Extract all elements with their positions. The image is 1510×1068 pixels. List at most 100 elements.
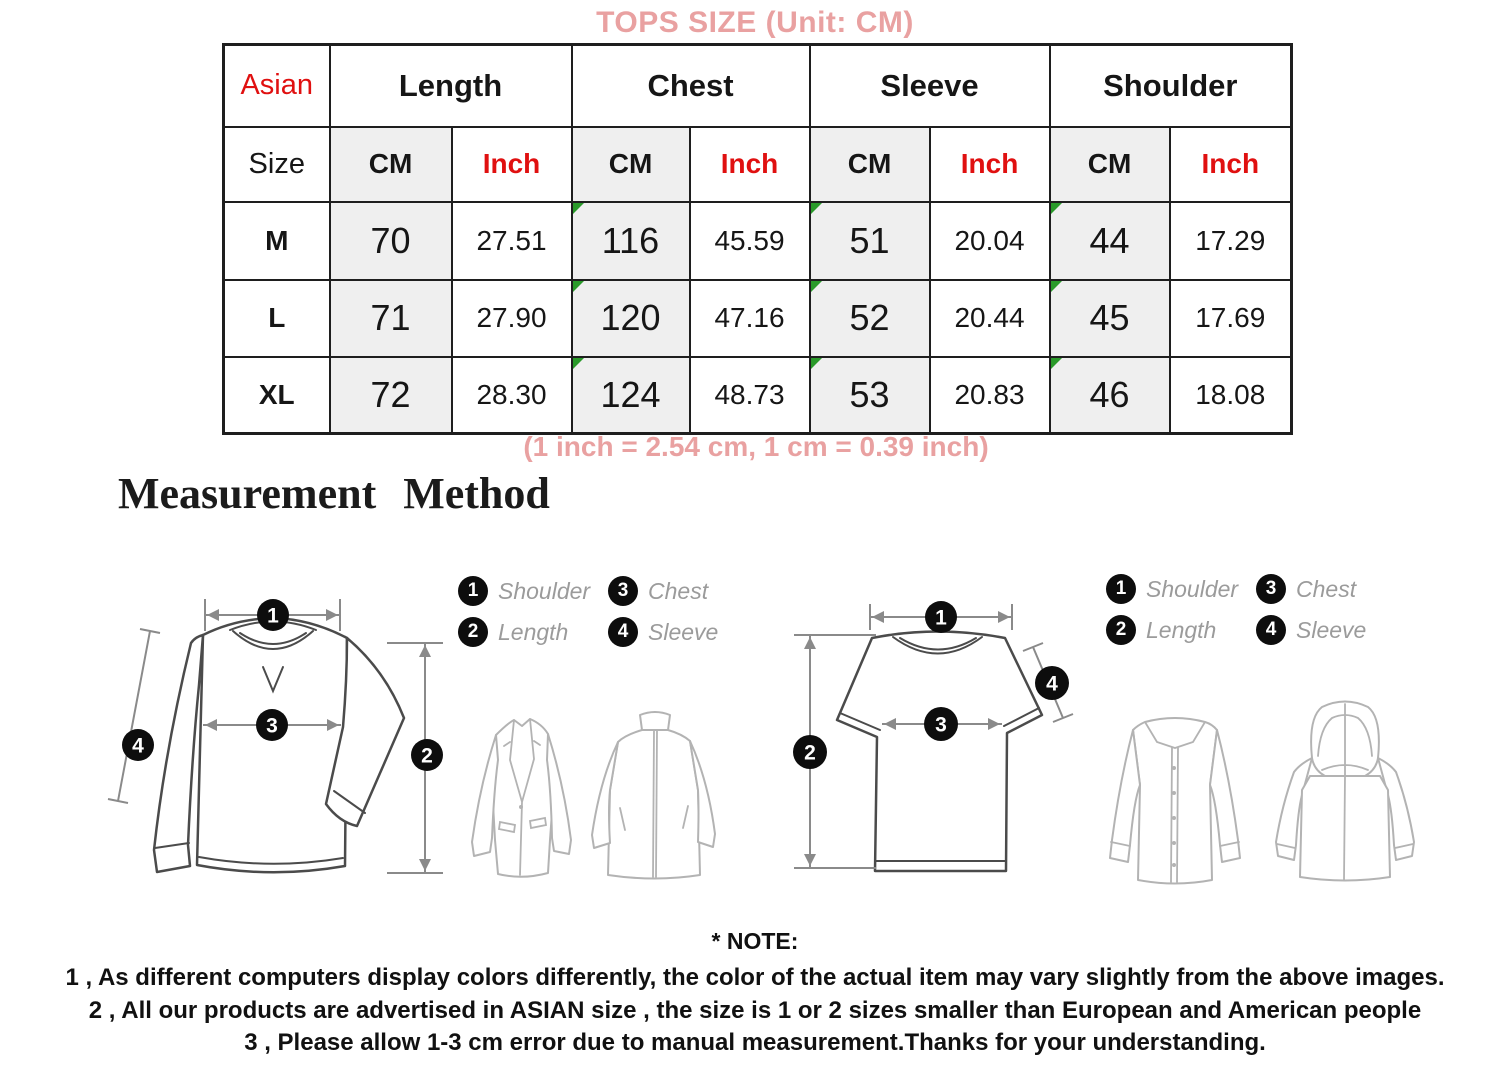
table-row-xl: XL 72 28.30 124 48.73 53 20.83 46 18.08 [222,355,1293,435]
table-cell: 20.44 [928,278,1051,358]
measure-badge-1: 1 [257,599,289,631]
sleeve-measure-line [107,628,161,804]
note-line-3: 3 , Please allow 1-3 cm error due to man… [244,1029,1266,1056]
sweatshirt-drawing [152,616,406,874]
table-cell: 52 [808,278,931,358]
table-cell: 17.29 [1168,200,1293,281]
legend-number-badge: 2 [458,617,488,647]
legend-item-label: Length [498,618,569,645]
cell-corner-marker [811,358,822,369]
table-cell: 47.16 [688,278,811,358]
legend-item-length: 2 Length [1106,615,1256,645]
note-line-2: 2 , All our products are advertised in A… [88,996,1422,1024]
blazer-jacket-sketches [471,711,716,880]
button-shirt-sketch [1109,717,1241,885]
size-label: L [222,278,331,358]
unit-header-inch: Inch [1168,125,1293,203]
legend-item-chest: 3 Chest [608,576,718,606]
legend-item-label: Shoulder [1146,575,1239,602]
svg-text:4: 4 [132,735,144,758]
table-cell: 27.90 [450,278,573,358]
table-cell: 70 [328,200,453,281]
size-table: Asian Length Chest Sleeve Shoulder Size … [222,43,1294,435]
section-heading: Measurement Method [118,469,550,518]
table-cell: 51 [808,200,931,281]
table-cell: 45 [1048,278,1171,358]
measure-badge-4: 4 [1035,666,1069,700]
table-cell: 124 [570,355,691,435]
svg-text:3: 3 [935,714,947,737]
size-label: XL [222,355,331,435]
cell-corner-marker [573,358,584,369]
note-line-1: 1 , As different computers display color… [65,964,1445,991]
cell-corner-marker [573,203,584,214]
table-cell: 28.30 [450,355,573,435]
cell-corner-marker [811,203,822,214]
legend-item-length: 2 Length [458,617,608,647]
legend-item-label: Chest [1296,575,1357,602]
legend-number-badge: 4 [1256,615,1286,645]
measure-badge-3: 3 [924,707,958,741]
legend-number-badge: 1 [1106,574,1136,604]
svg-text:1: 1 [267,605,279,628]
svg-text:2: 2 [804,742,816,765]
legend-item-label: Sleeve [1296,616,1367,643]
measure-badge-3: 3 [256,709,288,741]
table-cell: 20.04 [928,200,1051,281]
tshirt-drawing [835,630,1044,873]
blazer-sketch [471,718,572,878]
table-row-l: L 71 27.90 120 47.16 52 20.44 45 17.69 [222,278,1293,358]
cell-corner-marker [573,281,584,292]
hoodie-sketch [1275,700,1415,882]
table-cell: 53 [808,355,931,435]
page-title: TOPS SIZE (Unit: CM) [596,6,914,39]
svg-text:1: 1 [935,607,947,630]
legend-item-chest: 3 Chest [1256,574,1366,604]
size-label: M [222,200,331,281]
legend-item-sleeve: 4 Sleeve [1256,615,1366,645]
legend-item-shoulder: 1 Shoulder [458,576,608,606]
header-length: Length [328,43,573,128]
legend-item-label: Chest [648,577,709,604]
unit-header-inch: Inch [688,125,811,203]
table-cell: 48.73 [688,355,811,435]
header-region: Asian [222,43,331,128]
shirt-hoodie-sketches [1109,700,1415,885]
svg-text:4: 4 [1046,673,1058,696]
legend-item-label: Length [1146,616,1217,643]
table-cell: 116 [570,200,691,281]
cell-corner-marker [811,281,822,292]
table-cell: 46 [1048,355,1171,435]
unit-header-cm: CM [1048,125,1171,203]
table-cell: 120 [570,278,691,358]
legend-number-badge: 1 [458,576,488,606]
table-cell: 17.69 [1168,278,1293,358]
svg-text:2: 2 [421,745,433,768]
legend-item-label: Shoulder [498,577,591,604]
legend-number-badge: 3 [1256,574,1286,604]
table-row-m: M 70 27.51 116 45.59 51 20.04 44 17.29 [222,200,1293,281]
header-sleeve: Sleeve [808,43,1051,128]
measurement-legend-right: 1 Shoulder 3 Chest 2 Length 4 Sleeve [1106,574,1366,645]
measurement-legend-left: 1 Shoulder 3 Chest 2 Length 4 Sleeve [458,576,718,647]
tshirt-measurement-diagram: 1 2 3 4 [793,601,1074,873]
cell-corner-marker [1051,281,1062,292]
table-cell: 18.08 [1168,355,1293,435]
note-section: * NOTE: 1 , As different computers displ… [0,928,1510,1060]
legend-number-badge: 2 [1106,615,1136,645]
header-chest: Chest [570,43,811,128]
header-shoulder: Shoulder [1048,43,1293,128]
sweatshirt-measurement-diagram: 1 3 4 2 [107,599,443,874]
legend-number-badge: 3 [608,576,638,606]
unit-header-cm: CM [570,125,691,203]
zip-jacket-sketch [591,711,716,880]
note-heading: * NOTE: [711,928,799,954]
cell-corner-marker [1051,358,1062,369]
unit-header-inch: Inch [450,125,573,203]
header-size: Size [222,125,331,203]
unit-header-cm: CM [328,125,453,203]
legend-item-shoulder: 1 Shoulder [1106,574,1256,604]
unit-header-cm: CM [808,125,931,203]
svg-text:3: 3 [266,715,278,738]
